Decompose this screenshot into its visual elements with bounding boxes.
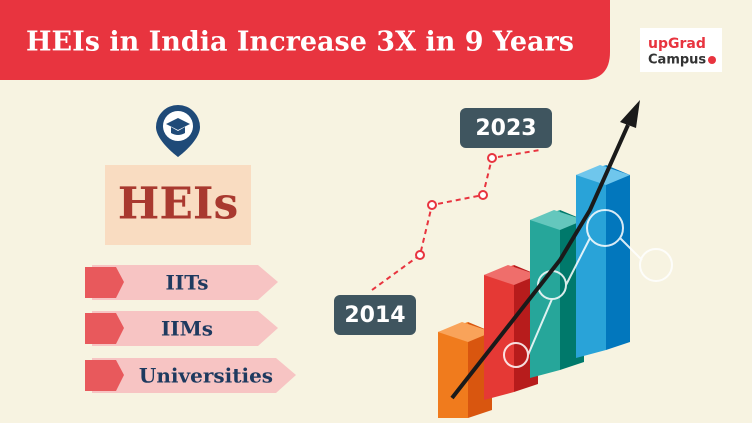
logo-dot — [708, 56, 716, 64]
item-tag — [85, 265, 278, 300]
growth-arrow — [450, 124, 630, 400]
year-tag — [334, 295, 416, 335]
arrow-head — [620, 100, 640, 128]
title: HEIs in India Increase 3X in 9 Years — [26, 27, 574, 58]
year-tag — [460, 108, 552, 148]
item-label: IITs — [165, 271, 208, 295]
logo-line2: Campus — [648, 53, 706, 68]
year-end: 2023 — [475, 116, 536, 141]
bar-blue — [576, 165, 630, 358]
bar-red — [484, 265, 538, 400]
pin-icon — [156, 105, 200, 157]
title-banner — [0, 0, 610, 80]
logo-line1: upGrad — [648, 36, 706, 52]
item-tag — [85, 311, 278, 346]
bar-orange — [438, 322, 492, 418]
item-tag — [85, 358, 296, 393]
heading: HEIs — [118, 179, 238, 230]
year-start: 2014 — [344, 303, 405, 328]
item-label: Universities — [139, 364, 273, 388]
dashed-trend — [371, 149, 541, 291]
trend-dots — [415, 153, 497, 260]
item-label: IIMs — [161, 317, 213, 341]
heading-box — [105, 165, 251, 245]
logo-box — [640, 28, 722, 72]
